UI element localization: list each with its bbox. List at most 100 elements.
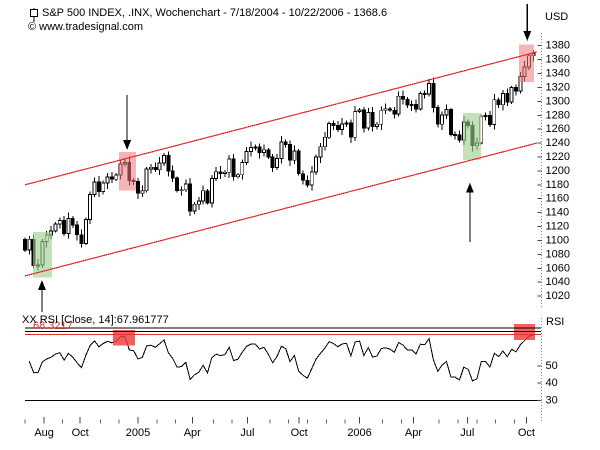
candle-body <box>370 112 375 127</box>
candle-body <box>183 183 188 191</box>
candle-body <box>248 147 253 152</box>
candle-body <box>314 156 319 173</box>
green-highlight-box <box>462 113 482 160</box>
time-tick-label: Apr <box>184 427 201 439</box>
candle-body <box>296 150 301 175</box>
candle-body <box>75 224 80 236</box>
candle-body <box>366 112 371 129</box>
time-axis: Aug Oct 2005 Apr Jul Oct 2006 Apr Jul Oct <box>24 417 535 439</box>
candle-body <box>279 141 284 159</box>
price-pane[interactable] <box>25 33 537 308</box>
annotation-arrows <box>37 3 532 313</box>
time-tick-label: Apr <box>405 427 422 439</box>
candle-body <box>322 136 327 148</box>
rsi-tick-label: 40 <box>546 377 558 389</box>
candle-body <box>88 193 93 220</box>
candle-body <box>144 168 149 192</box>
candle-body <box>188 183 193 212</box>
price-tick-label: 1020 <box>546 290 570 302</box>
price-tick-label: 1100 <box>546 234 570 246</box>
rsi-indicator-label[interactable]: XX RSI [Close, 14]:67.961777 <box>22 314 169 326</box>
candle-body <box>23 239 27 251</box>
candle-body <box>253 146 258 149</box>
time-tick-label: Jul <box>240 427 254 439</box>
candle-body <box>348 122 353 138</box>
candle-body <box>374 123 379 127</box>
candle-body <box>201 190 206 202</box>
time-tick-label: Jul <box>460 427 474 439</box>
candle-body <box>92 181 97 195</box>
candle-body <box>396 95 401 115</box>
rsi-pane[interactable] <box>25 315 537 415</box>
candle-body <box>109 176 114 180</box>
chart-title: S&P 500 INDEX, .INX, Wochenchart - 7/18/… <box>42 7 388 19</box>
candle-body <box>205 190 210 204</box>
candle-body <box>301 173 306 181</box>
candle-body <box>66 218 71 234</box>
arrow-down-icon <box>123 140 132 151</box>
price-tick-label: 1240 <box>546 137 570 149</box>
candle-body <box>505 93 510 103</box>
candle-body <box>153 166 158 171</box>
candle-body <box>170 170 175 179</box>
rsi-axis-label: RSI <box>546 316 564 329</box>
candle-body <box>501 93 505 106</box>
candle-body <box>179 189 184 192</box>
price-tick-label: 1040 <box>546 276 570 288</box>
candle-body <box>157 162 162 171</box>
candle-body <box>405 98 410 106</box>
candle-body <box>227 158 232 173</box>
candle-body <box>331 122 336 127</box>
candle-body <box>83 218 88 244</box>
candle-body <box>292 150 297 161</box>
candle-body <box>231 158 236 178</box>
time-tick-label: Oct <box>72 427 89 439</box>
rsi-tick-label: 30 <box>546 394 558 406</box>
channel-upper-line <box>24 51 537 186</box>
candle-body <box>340 123 345 131</box>
candle-body <box>418 93 423 110</box>
candle-body <box>327 122 332 138</box>
candle-body <box>288 144 292 161</box>
candle-body <box>483 115 488 118</box>
candle-body <box>388 108 392 111</box>
candle-body <box>214 171 219 179</box>
candle-body <box>240 162 245 176</box>
candle-body <box>392 109 397 115</box>
value-axis-drag-area[interactable] <box>537 33 600 415</box>
candle-body <box>353 110 358 138</box>
candle-body <box>62 220 67 234</box>
candle-body <box>266 149 271 158</box>
candle-body <box>440 114 445 125</box>
time-tick-label: Aug <box>34 427 54 439</box>
price-tick-label: 1380 <box>546 40 570 52</box>
price-tick-label: 1280 <box>546 109 570 121</box>
candle-body <box>448 109 453 135</box>
candle-body <box>196 200 201 205</box>
copyright-label: © www.tradesignal.com <box>28 21 144 33</box>
rsi-tick-label: 50 <box>546 360 558 372</box>
pin-icon[interactable] <box>29 8 39 23</box>
price-tick-label: 1120 <box>546 221 570 233</box>
candle-body <box>357 109 362 112</box>
price-tick-label: 1140 <box>546 207 570 219</box>
candle-body <box>318 146 323 158</box>
candle-body <box>140 190 145 194</box>
candle-body <box>114 174 119 180</box>
candle-body <box>283 141 288 145</box>
price-tick-label: 1180 <box>546 179 570 191</box>
time-axis-drag-area[interactable] <box>25 416 541 446</box>
red-highlight-box <box>118 152 137 191</box>
candle-body <box>105 176 110 184</box>
candle-body <box>166 155 171 172</box>
candle-body <box>101 182 106 192</box>
candle-body <box>361 109 366 129</box>
candle-body <box>422 93 427 95</box>
price-tick-label: 1300 <box>546 95 570 107</box>
price-tick-label: 1160 <box>546 193 570 205</box>
candle-body <box>136 181 140 194</box>
candle-body <box>235 174 240 178</box>
candle-body <box>257 146 262 153</box>
candle-body <box>192 203 197 212</box>
